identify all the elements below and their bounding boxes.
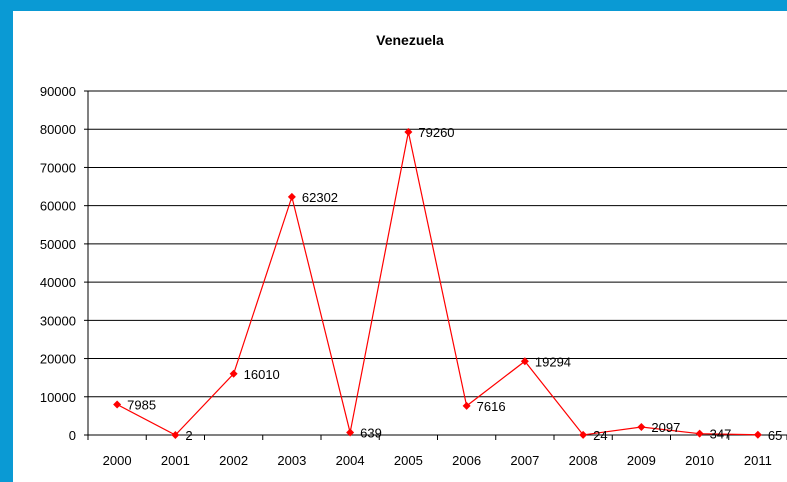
- y-tick-label: 90000: [40, 84, 76, 99]
- y-tick-label: 50000: [40, 237, 76, 252]
- y-tick-label: 80000: [40, 122, 76, 137]
- y-tick-label: 70000: [40, 160, 76, 175]
- chart-title: Venezuela: [376, 32, 444, 48]
- line-chart: Venezuela 0 10000 20000 30000 40000 50000 6000…: [40, 32, 787, 468]
- data-label: 62302: [302, 190, 338, 205]
- data-label: 7616: [477, 399, 506, 414]
- x-tick-label: 2005: [394, 453, 423, 468]
- data-point: [171, 430, 180, 439]
- data-label: 24: [593, 428, 607, 443]
- data-point: [462, 401, 471, 410]
- data-point: [229, 369, 238, 378]
- x-tick-label: 2004: [336, 453, 365, 468]
- y-tick-label: 20000: [40, 352, 76, 367]
- x-tick-label: 2000: [103, 453, 132, 468]
- data-label: 2: [185, 428, 192, 443]
- x-tick-label: 2010: [685, 453, 714, 468]
- data-point: [637, 422, 646, 431]
- data-label: 19294: [535, 354, 571, 369]
- x-tick-label: 2007: [510, 453, 539, 468]
- data-point: [404, 128, 413, 137]
- data-point: [113, 400, 122, 409]
- y-tick-label: 30000: [40, 313, 76, 328]
- x-tick-label: 2008: [569, 453, 598, 468]
- data-point: [753, 430, 762, 439]
- series-line: [116, 131, 758, 436]
- data-label: 79260: [418, 125, 454, 140]
- x-tick-label: 2009: [627, 453, 656, 468]
- data-label: 65: [768, 428, 782, 443]
- x-tick-label: 2003: [277, 453, 306, 468]
- y-tick-label: 10000: [40, 390, 76, 405]
- x-tick-label: 2001: [161, 453, 190, 468]
- y-tick-label: 0: [69, 428, 76, 443]
- y-tick-label: 60000: [40, 199, 76, 214]
- data-point: [287, 192, 296, 201]
- data-label: 347: [710, 427, 732, 442]
- data-label: 16010: [244, 367, 280, 382]
- y-tick-label: 40000: [40, 275, 76, 290]
- data-point: [579, 430, 588, 439]
- chart-area: Venezuela 0 10000 20000 30000 40000 50000 6000…: [13, 11, 787, 482]
- data-label: 7985: [127, 397, 156, 412]
- data-point: [695, 429, 704, 438]
- data-point: [520, 357, 529, 366]
- data-label: 2097: [651, 420, 680, 435]
- x-tick-label: 2011: [744, 453, 772, 468]
- data-point: [346, 428, 355, 437]
- data-label: 639: [360, 426, 382, 441]
- x-tick-label: 2002: [219, 453, 248, 468]
- x-tick-label: 2006: [452, 453, 481, 468]
